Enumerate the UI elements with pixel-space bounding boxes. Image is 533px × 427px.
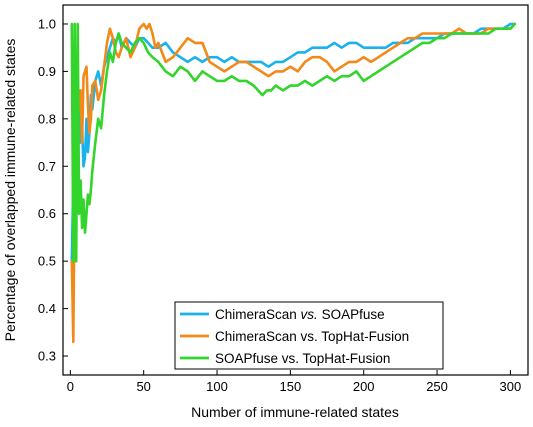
x-tick-label: 300 — [500, 379, 522, 394]
legend-label-soapfuse-vs-tophat-fusion: SOAPfuse vs. TopHat-Fusion — [215, 351, 390, 366]
legend-box — [174, 301, 444, 370]
x-tick-label: 0 — [67, 379, 74, 394]
series-layer — [70, 22, 517, 344]
x-tick-label: 50 — [136, 379, 150, 394]
legend-label-chimerascan-vs-tophat-fusion: ChimeraScan vs. TopHat-Fusion — [215, 329, 409, 344]
y-tick-label: 1.0 — [38, 16, 56, 31]
plot-frame — [62, 4, 529, 376]
y-tick-label: 0.6 — [38, 206, 56, 221]
y-tick-label: 0.4 — [38, 301, 56, 316]
series-line-chimerascan-vs-tophat-fusion — [70, 22, 517, 344]
x-tick-label: 100 — [206, 379, 228, 394]
x-axis-title: Number of immune-related states — [191, 404, 399, 420]
legend-label-part: ChimeraScan vs. TopHat-Fusion — [215, 329, 409, 344]
legend-label-chimerascan-vs-soapfuse: ChimeraScan vs. SOAPfuse — [215, 307, 385, 322]
y-tick-label: 0.9 — [38, 64, 56, 79]
y-tick-label: 0.7 — [38, 159, 56, 174]
series-line-soapfuse-vs-tophat-fusion — [70, 22, 517, 263]
legend-label-part: vs. — [301, 307, 318, 322]
legend-label-part: ChimeraScan — [215, 307, 301, 322]
x-tick-label: 200 — [353, 379, 375, 394]
axis-ticks: 0 50 100 150 200 250 300 0.3 0.4 0.5 0.6 0.7 0.8 0.9 1… — [38, 16, 521, 394]
y-tick-label: 0.8 — [38, 111, 56, 126]
y-tick-label: 0.5 — [38, 254, 56, 269]
legend-label-part: SOAPfuse vs. TopHat-Fusion — [215, 351, 390, 366]
y-tick-label: 0.3 — [38, 349, 56, 364]
legend-label-part: SOAPfuse — [318, 307, 385, 322]
x-tick-label: 250 — [426, 379, 448, 394]
y-axis-title: Percentage of overlapped immune-related … — [2, 39, 18, 342]
x-tick-label: 150 — [280, 379, 302, 394]
